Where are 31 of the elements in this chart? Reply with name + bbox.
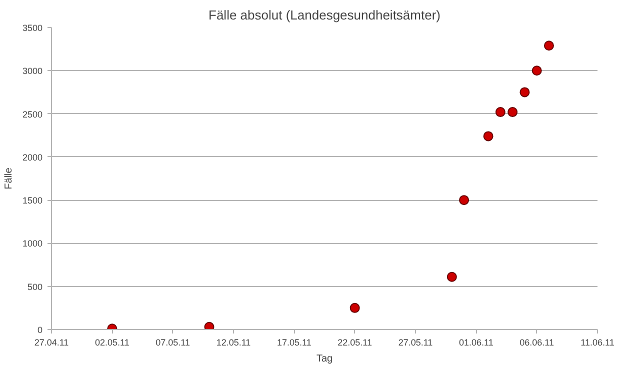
point bbox=[483, 131, 494, 142]
y-tick-label: 2000 bbox=[22, 152, 43, 162]
x-tick-label: 07.05.11 bbox=[156, 338, 190, 348]
x-tick-label: 02.05.11 bbox=[94, 338, 130, 348]
y-tick-label: 1500 bbox=[22, 196, 43, 206]
point bbox=[495, 107, 506, 118]
point bbox=[520, 87, 530, 98]
x-tick-label: 27.04.11 bbox=[34, 338, 69, 348]
point bbox=[532, 66, 542, 76]
point bbox=[544, 40, 554, 51]
x-tick-label: 01.06.11 bbox=[458, 338, 494, 348]
chart-title: Fälle absolut (Landesgesundheitsämter) bbox=[208, 8, 440, 22]
y-tick-label: 2500 bbox=[22, 109, 43, 120]
y-tick-label: 500 bbox=[27, 282, 43, 292]
point bbox=[508, 107, 518, 118]
y-tick-label: 0 bbox=[37, 325, 43, 335]
y-tick-label: 3000 bbox=[22, 66, 43, 76]
x-axis-title: Tag bbox=[316, 354, 333, 364]
x-tick-label: 12.05.11 bbox=[216, 338, 251, 348]
x-tick-label: 17.05.11 bbox=[276, 338, 312, 348]
x-tick-label: 27.05.11 bbox=[398, 338, 433, 348]
x-tick-label: 11.06.11 bbox=[580, 338, 614, 348]
point bbox=[459, 195, 470, 206]
y-axis-title: Fälle bbox=[3, 167, 14, 190]
point bbox=[350, 302, 360, 313]
x-tick-label: 22.05.11 bbox=[338, 338, 372, 348]
point bbox=[204, 322, 214, 330]
y-tick-label: 3500 bbox=[22, 23, 43, 33]
point bbox=[446, 272, 457, 282]
x-tick-label: 06.06.11 bbox=[520, 338, 554, 348]
y-tick-label: 1000 bbox=[22, 238, 43, 249]
